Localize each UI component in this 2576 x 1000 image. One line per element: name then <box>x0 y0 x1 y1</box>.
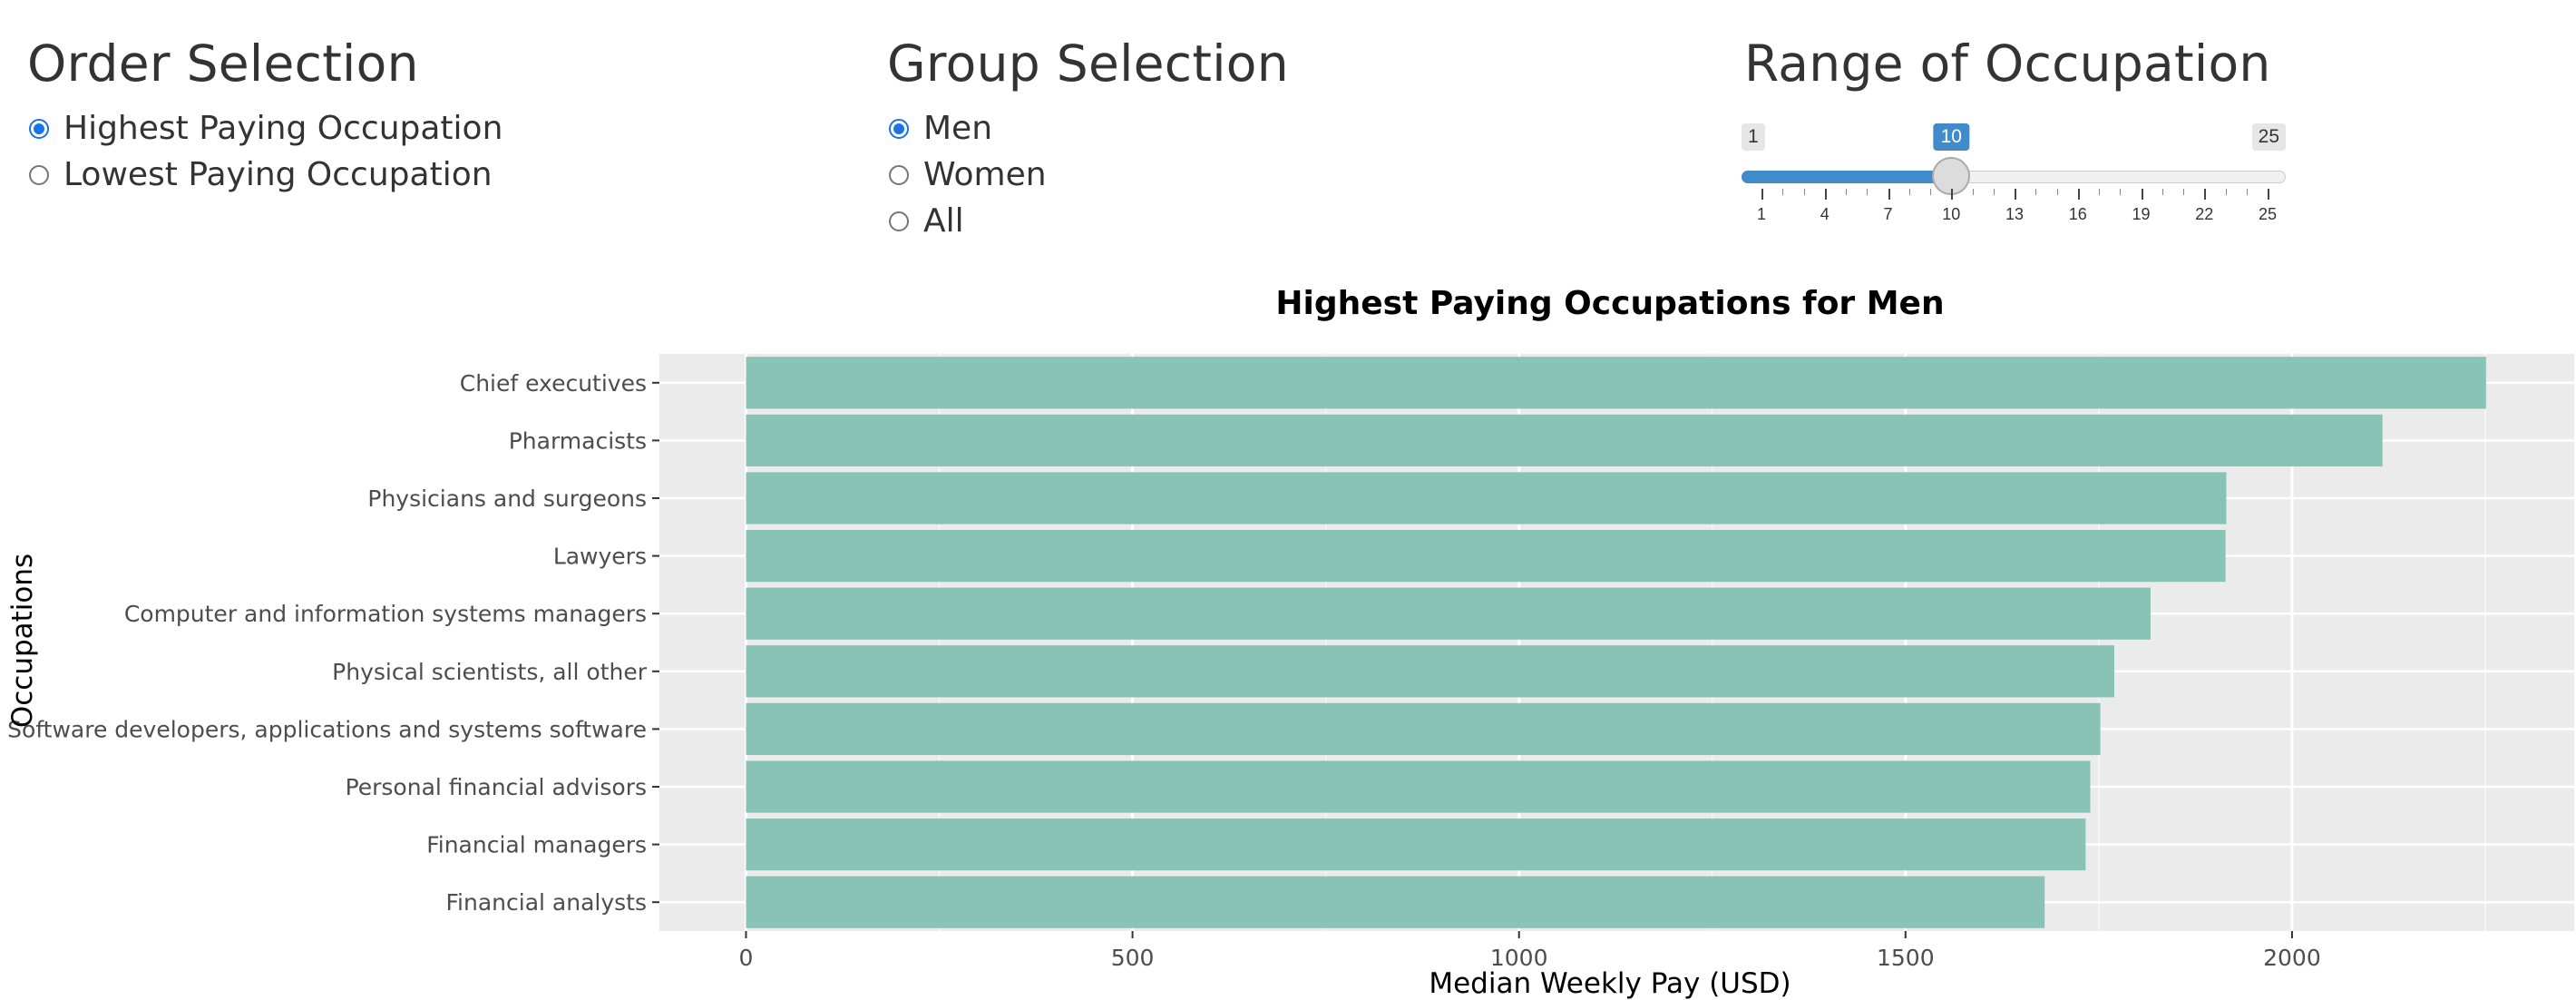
x-axis-title: Median Weekly Pay (USD) <box>1429 967 1791 1000</box>
slider-tick <box>2141 189 2143 200</box>
x-tick-label: 1000 <box>1490 945 1548 971</box>
slider-tick <box>2183 189 2184 195</box>
slider-tick <box>1930 189 1931 195</box>
x-tick-label: 500 <box>1111 945 1155 971</box>
chart-title: Highest Paying Occupations for Men <box>1275 285 1944 322</box>
bar <box>746 702 2101 756</box>
slider-tick <box>1972 189 1974 195</box>
slider-tick-label: 10 <box>1942 205 1961 223</box>
radio-highest-paying-label: Highest Paying Occupation <box>63 110 503 147</box>
slider-tick <box>2120 189 2122 195</box>
radio-lowest-paying-button[interactable] <box>29 164 49 185</box>
group-selection-title: Group Selection <box>887 34 1289 93</box>
radio-men[interactable]: Men <box>887 105 1289 152</box>
slider-tick <box>2246 189 2248 195</box>
y-tick-label: Personal financial advisors <box>346 774 647 800</box>
x-tick-label: 0 <box>738 945 753 971</box>
y-tick-label: Lawyers <box>553 544 647 570</box>
y-tick-label: Physical scientists, all other <box>332 659 648 685</box>
slider-tick-label: 1 <box>1756 205 1767 223</box>
bars <box>746 357 2486 928</box>
bar <box>746 818 2086 871</box>
occupation-range-slider[interactable]: 1 25 10 1 4 7 10 13 16 19 22 25 <box>1742 116 2286 234</box>
slider-tick <box>2056 189 2058 195</box>
bar <box>746 645 2114 698</box>
slider-tick <box>1782 189 1784 195</box>
slider-tick-label: 16 <box>2068 205 2087 223</box>
slider-tick <box>1867 189 1869 195</box>
y-tick-label: Computer and information systems manager… <box>124 601 647 627</box>
x-tick-label: 1500 <box>1877 945 1935 971</box>
y-tick-label: Financial analysts <box>446 889 648 916</box>
slider-tick <box>1951 189 1954 200</box>
slider-tick-label: 22 <box>2195 205 2214 223</box>
group-selection-panel: Group Selection Men Women All <box>887 34 1289 244</box>
slider-tick <box>1888 189 1890 200</box>
radio-lowest-paying[interactable]: Lowest Paying Occupation <box>27 152 503 198</box>
y-tick-label: Financial managers <box>426 832 647 858</box>
slider-tick <box>2225 189 2227 195</box>
x-tick-label: 2000 <box>2263 945 2321 971</box>
bar <box>746 587 2151 640</box>
slider-tick-label: 25 <box>2258 205 2278 223</box>
slider-fill-bar <box>1742 171 1952 183</box>
slider-tick <box>1993 189 1995 195</box>
y-tick-label: Software developers, applications and sy… <box>7 716 647 742</box>
radio-highest-paying[interactable]: Highest Paying Occupation <box>27 105 503 152</box>
y-tick-label: Physicians and surgeons <box>367 485 647 512</box>
slider-tick <box>1824 189 1827 200</box>
range-title: Range of Occupation <box>1744 34 2271 93</box>
slider-tick <box>2035 189 2037 195</box>
radio-all[interactable]: All <box>887 198 1289 244</box>
order-selection-panel: Order Selection Highest Paying Occupatio… <box>27 34 503 198</box>
y-axis-title: Occupations <box>6 554 39 728</box>
slider-tick-label: 7 <box>1883 205 1893 223</box>
y-axis: Chief executives Pharmacists Physicians an… <box>7 370 659 916</box>
slider-tick <box>1846 189 1847 195</box>
order-selection-title: Order Selection <box>27 34 419 93</box>
slider-handle[interactable] <box>1932 157 1971 195</box>
slider-min-label: 1 <box>1742 123 1765 151</box>
slider-tick-label: 4 <box>1820 205 1830 223</box>
radio-highest-paying-button[interactable] <box>29 118 49 139</box>
x-axis: 0 500 1000 1500 2000 <box>738 931 2321 971</box>
bar <box>746 414 2383 467</box>
slider-tick-label: 19 <box>2132 205 2151 223</box>
slider-tick-label: 13 <box>2005 205 2025 223</box>
radio-lowest-paying-label: Lowest Paying Occupation <box>63 156 493 193</box>
radio-women-button[interactable] <box>889 164 909 185</box>
range-panel: Range of Occupation <box>1744 34 2271 105</box>
slider-tick <box>2099 189 2100 195</box>
radio-all-label: All <box>923 202 964 240</box>
radio-women[interactable]: Women <box>887 152 1289 198</box>
radio-men-label: Men <box>923 110 993 147</box>
slider-tick <box>1908 189 1910 195</box>
bar <box>746 876 2045 928</box>
radio-men-button[interactable] <box>889 118 909 139</box>
slider-tick <box>2077 189 2080 200</box>
slider-tick <box>1803 189 1805 195</box>
y-tick-label: Pharmacists <box>509 427 647 454</box>
slider-tick <box>2161 189 2163 195</box>
y-tick-label: Chief executives <box>460 370 647 397</box>
bar <box>746 472 2227 525</box>
slider-value-label: 10 <box>1933 123 1969 151</box>
bar <box>746 529 2226 583</box>
slider-tick <box>2268 189 2269 200</box>
slider-max-label: 25 <box>2251 123 2286 151</box>
bar <box>746 760 2091 813</box>
slider-tick <box>2204 189 2207 200</box>
radio-women-label: Women <box>923 156 1047 193</box>
bar <box>746 357 2486 409</box>
radio-all-button[interactable] <box>889 211 909 231</box>
slider-tick <box>1761 189 1763 200</box>
slider-tick <box>2015 189 2016 200</box>
bar-chart: Highest Paying Occupations for Men Chief… <box>6 285 2574 1000</box>
